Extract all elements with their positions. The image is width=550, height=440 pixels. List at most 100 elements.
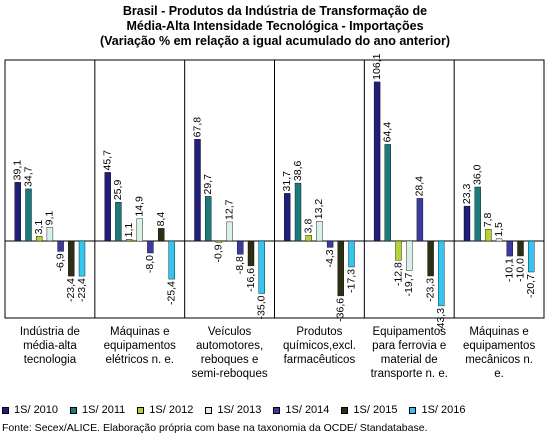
bar bbox=[215, 240, 223, 243]
data-label: -8,0 bbox=[144, 255, 156, 273]
data-label: 39,1 bbox=[12, 160, 24, 181]
data-label: 29,7 bbox=[202, 174, 214, 195]
bar bbox=[194, 139, 201, 242]
category-label-line: reboques e bbox=[201, 354, 259, 366]
legend-swatch bbox=[205, 406, 213, 414]
data-label: 25,9 bbox=[112, 180, 124, 201]
category-label-line: equipamentos bbox=[463, 340, 535, 352]
legend-item: 1S/ 2016 bbox=[409, 404, 466, 416]
legend-swatch bbox=[273, 406, 281, 414]
category-label-line: semi-reboques bbox=[192, 368, 268, 380]
chart-title-line-2: Média-Alta Intensidade Tecnológica - Imp… bbox=[126, 19, 424, 33]
data-label: 3,8 bbox=[302, 219, 314, 234]
data-label: -25,4 bbox=[166, 281, 178, 305]
legend-swatch bbox=[341, 406, 349, 414]
data-label: 7,8 bbox=[482, 213, 494, 228]
legend-label: 1S/ 2013 bbox=[217, 404, 262, 416]
bar bbox=[416, 198, 424, 242]
bar bbox=[384, 144, 391, 242]
legend-label: 1S/ 2016 bbox=[421, 404, 466, 416]
bar bbox=[68, 240, 75, 277]
legend-label: 1S/ 2012 bbox=[149, 404, 194, 416]
legend-swatch bbox=[2, 406, 9, 414]
category-label: Produtos químicos,excl. farmacêuticos bbox=[283, 326, 356, 366]
bar bbox=[305, 235, 312, 242]
legend-label: 1S/ 2010 bbox=[14, 404, 59, 416]
bar bbox=[506, 240, 513, 257]
bar bbox=[373, 81, 381, 242]
data-label: -23,3 bbox=[424, 278, 436, 302]
category-label: Veículos automotores, reboques e semi-reboq… bbox=[192, 326, 268, 380]
data-label: 34,7 bbox=[22, 166, 34, 187]
data-label: -8,8 bbox=[234, 256, 246, 274]
category-label-line: farmacêuticos bbox=[284, 354, 356, 366]
bar bbox=[36, 236, 43, 242]
bar bbox=[247, 240, 255, 267]
data-label: -0,9 bbox=[213, 244, 225, 262]
legend-label: 1S/ 2011 bbox=[82, 404, 126, 416]
bar bbox=[78, 240, 86, 277]
category-label-line: Máquinas e bbox=[469, 326, 528, 338]
data-label: -10,0 bbox=[514, 258, 526, 282]
bar bbox=[316, 220, 323, 242]
bar bbox=[115, 201, 122, 242]
chart-title-line-3: (Variação % em relação a igual acumulado… bbox=[99, 34, 451, 48]
data-label: 67,8 bbox=[191, 117, 203, 138]
legend-label: 1S/ 2015 bbox=[353, 404, 398, 416]
data-label: -43,3 bbox=[435, 308, 447, 332]
chart-legend: 1S/ 2010 1S/ 2011 1S/ 2012 1S/ 2013 1S/ 2014… bbox=[2, 404, 550, 416]
legend-swatch bbox=[409, 406, 417, 414]
bar bbox=[104, 172, 111, 242]
data-label: 38,6 bbox=[292, 161, 304, 182]
category-label-line: Indústria de bbox=[20, 326, 80, 338]
legend-item: 1S/ 2013 bbox=[205, 404, 261, 416]
bar bbox=[147, 240, 154, 254]
data-label: -4,3 bbox=[324, 249, 336, 267]
data-label: 3,1 bbox=[33, 220, 45, 235]
category-label: Máquinas e equipamentos mecânicos n. e. bbox=[463, 326, 535, 380]
data-label: -19,7 bbox=[403, 272, 415, 296]
legend-item: 1S/ 2014 bbox=[273, 404, 329, 416]
legend-swatch bbox=[137, 406, 145, 414]
category-label-line: automotores, bbox=[196, 340, 263, 352]
data-label: 45,7 bbox=[101, 150, 113, 171]
category-label-line: transporte n. e. bbox=[371, 368, 448, 380]
bar bbox=[294, 182, 302, 242]
data-label: -36,6 bbox=[335, 298, 347, 322]
data-label: -12,8 bbox=[392, 262, 404, 286]
data-label: 28,4 bbox=[414, 176, 426, 197]
chart-title: Brasil - Produtos da Indústria de Transf… bbox=[0, 4, 550, 49]
data-label: -17,3 bbox=[345, 269, 357, 293]
category-label-line: Máquinas e bbox=[110, 326, 169, 338]
bar bbox=[395, 240, 402, 261]
data-label: 106,1 bbox=[371, 53, 383, 79]
bar bbox=[136, 218, 144, 242]
chart-title-line-1: Brasil - Produtos da Indústria de Transf… bbox=[122, 4, 428, 18]
bar bbox=[25, 188, 32, 242]
category-label: Equipamentos para ferrovia e material de tr… bbox=[371, 326, 448, 380]
category-label-line: e. bbox=[494, 368, 504, 380]
bar bbox=[326, 240, 334, 248]
bar bbox=[463, 205, 471, 242]
category-label-line: média-alta bbox=[23, 340, 77, 352]
data-label: -10,1 bbox=[504, 258, 516, 282]
bar bbox=[125, 239, 133, 242]
category-label-line: Equipamentos bbox=[372, 326, 446, 338]
data-label: -23,4 bbox=[65, 278, 77, 302]
bar bbox=[337, 240, 344, 297]
legend-item: 1S/ 2010 bbox=[2, 404, 58, 416]
bar bbox=[284, 193, 291, 242]
bar bbox=[226, 221, 233, 242]
data-label: -16,6 bbox=[245, 268, 257, 292]
data-label: 1,5 bbox=[493, 222, 505, 237]
bar bbox=[495, 238, 503, 242]
source-note: Fonte: Secex/ALICE. Elaboração própria c… bbox=[2, 422, 428, 434]
legend-swatch bbox=[70, 406, 78, 414]
legend-item: 1S/ 2012 bbox=[137, 404, 193, 416]
bar bbox=[168, 240, 176, 280]
data-label: -23,4 bbox=[76, 278, 88, 302]
bar bbox=[157, 228, 165, 242]
data-label: 23,3 bbox=[461, 183, 473, 204]
category-label-line: Produtos bbox=[296, 326, 342, 338]
bar bbox=[258, 240, 265, 294]
